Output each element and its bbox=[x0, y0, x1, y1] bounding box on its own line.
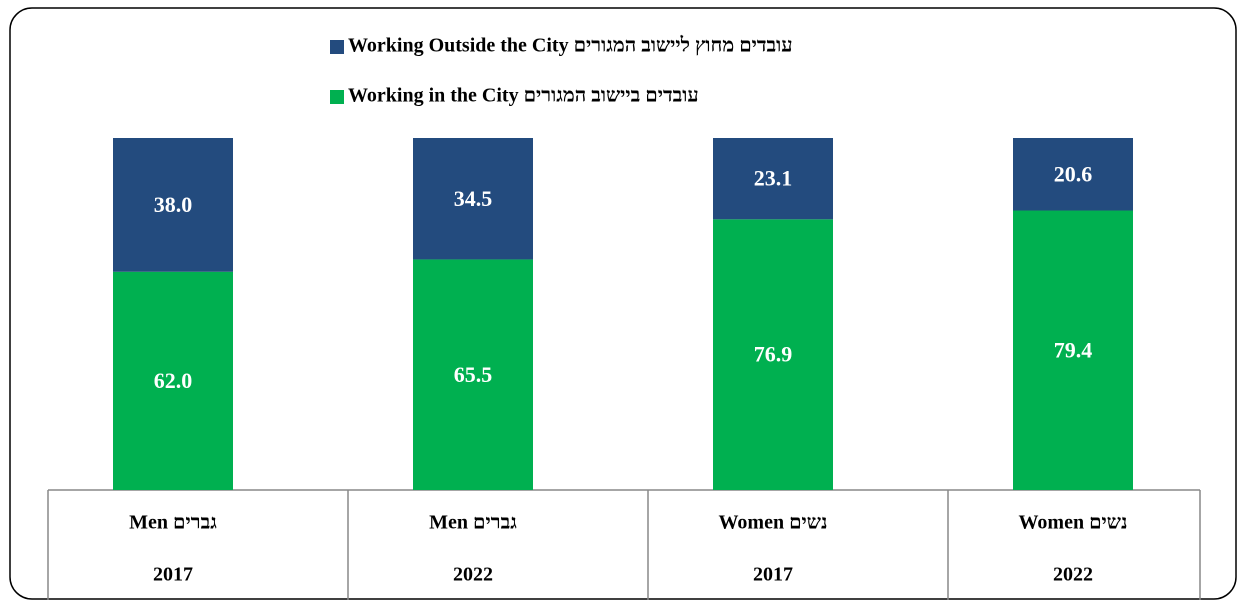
bar-segment bbox=[1013, 138, 1133, 211]
value-label: 34.5 bbox=[454, 186, 493, 211]
value-label: 79.4 bbox=[1054, 337, 1093, 362]
legend-swatch bbox=[330, 40, 344, 54]
bar-segment bbox=[713, 219, 833, 490]
bar-segment bbox=[713, 138, 833, 220]
x-tick-label: Men גברים bbox=[129, 512, 217, 534]
bar-segment bbox=[1013, 210, 1133, 490]
frame bbox=[9, 7, 1237, 600]
x-tick-label: Women נשים bbox=[1019, 512, 1128, 534]
x-tick-label: 2022 bbox=[453, 564, 493, 586]
bar-segment bbox=[413, 138, 533, 260]
x-tick-label: Men גברים bbox=[429, 512, 517, 534]
legend-label: Working Outside the City עובדים מחוץ ליי… bbox=[348, 35, 793, 57]
value-label: 62.0 bbox=[154, 368, 193, 393]
bar-segment bbox=[113, 271, 233, 490]
legend-label: Working in the City עובדים ביישוב המגורי… bbox=[348, 85, 699, 107]
value-label: 76.9 bbox=[754, 342, 793, 367]
legend-swatch bbox=[330, 90, 344, 104]
x-tick-label: Women נשים bbox=[719, 512, 828, 534]
value-label: 23.1 bbox=[754, 166, 793, 191]
x-tick-label: 2017 bbox=[753, 564, 793, 586]
x-tick-label: 2017 bbox=[153, 564, 193, 586]
bar-segment bbox=[113, 138, 233, 272]
value-label: 65.5 bbox=[454, 362, 493, 387]
bar-segment bbox=[413, 259, 533, 490]
value-label: 38.0 bbox=[154, 192, 193, 217]
value-label: 20.6 bbox=[1054, 161, 1093, 186]
x-tick-label: 2022 bbox=[1053, 564, 1093, 586]
